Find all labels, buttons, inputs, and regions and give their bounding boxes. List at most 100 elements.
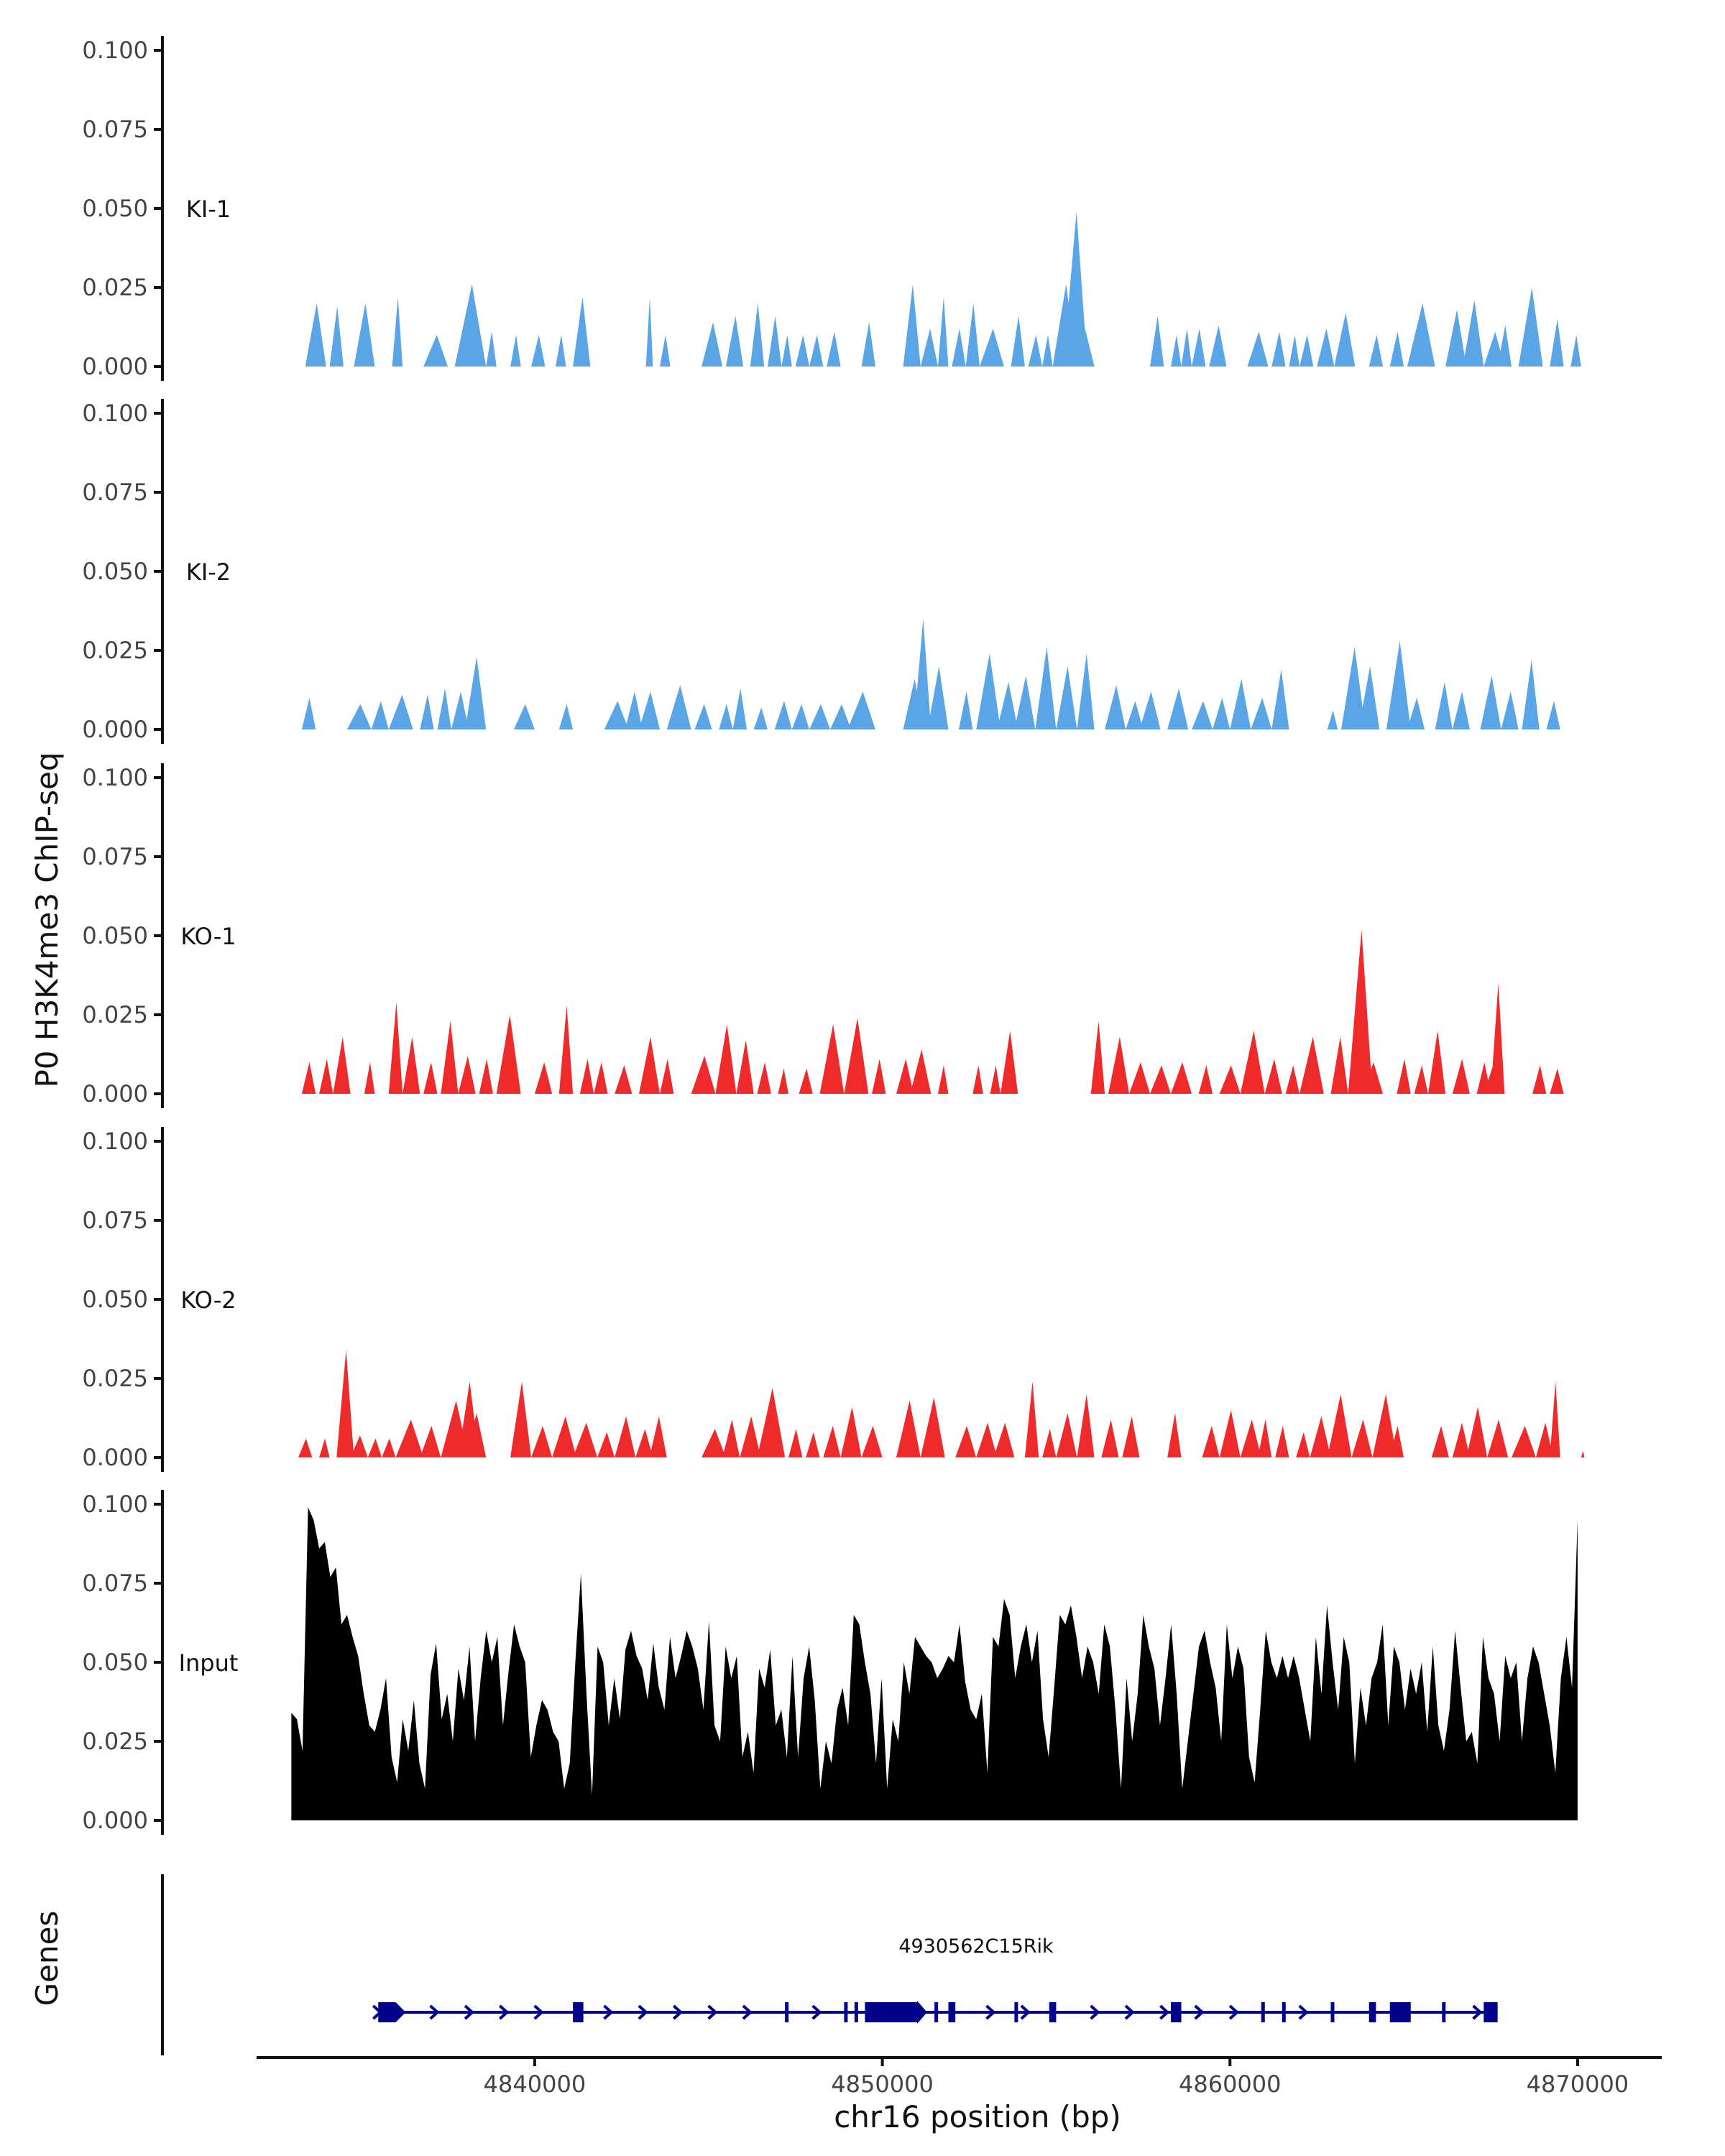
coverage-peak (1150, 1065, 1172, 1094)
coverage-peak (1056, 666, 1077, 729)
coverage-peak (1407, 303, 1435, 367)
coverage-peak (1351, 1419, 1373, 1457)
coverage-peak (1056, 1413, 1077, 1457)
y-tick-label: 0.000 (82, 1080, 148, 1107)
coverage-peak (496, 1015, 521, 1094)
coverage-peak (722, 1419, 740, 1457)
x-tick-label: 4850000 (831, 2070, 934, 2098)
coverage-peak (1101, 1419, 1119, 1457)
coverage-peak (615, 1416, 636, 1457)
y-tick-label: 0.100 (82, 764, 148, 791)
coverage-peak (1077, 653, 1095, 729)
y-tick-label: 0.025 (82, 1365, 148, 1392)
gene-exon (378, 2002, 396, 2022)
coverage-peak (1407, 698, 1425, 729)
coverage-peak (350, 1435, 368, 1457)
coverage-peak (1490, 983, 1505, 1094)
coverage-peak (1264, 1059, 1282, 1094)
strand-arrow-icon (1228, 2004, 1240, 2020)
coverage-peak (1368, 335, 1384, 367)
coverage-peak (319, 1059, 334, 1094)
coverage-peak (319, 1438, 330, 1457)
coverage-tracks: 0.0000.0250.0500.0750.100KI-10.0000.0250… (82, 36, 1585, 1835)
coverage-peak (1219, 1065, 1241, 1094)
coverage-peak (757, 1388, 786, 1457)
y-tick-label: 0.100 (82, 37, 148, 64)
coverage-peak (1518, 287, 1543, 367)
coverage-peak (1570, 335, 1581, 367)
coverage-peak (809, 335, 824, 367)
coverage-peak (420, 1426, 441, 1457)
coverage-peak (937, 1065, 949, 1094)
coverage-peak (454, 284, 487, 367)
strand-arrow-icon (603, 2004, 614, 2020)
coverage-peak (1550, 319, 1564, 367)
coverage-peak (1452, 1059, 1470, 1094)
strand-arrow-icon (672, 2004, 684, 2020)
coverage-peak (1348, 929, 1373, 1094)
gene-exon (948, 2002, 956, 2022)
coverage-peak (639, 1036, 661, 1094)
exon-arrow-icon (916, 2001, 927, 2024)
coverage-peak (573, 297, 591, 367)
coverage-peak (486, 331, 497, 367)
coverage-peak (639, 691, 661, 729)
coverage-peak (649, 1416, 667, 1457)
coverage-peak (1257, 1419, 1272, 1457)
coverage-peak (1341, 647, 1366, 729)
coverage-peak (1535, 1422, 1554, 1457)
gene-name-label: 4930562C15Rik (898, 1935, 1054, 1958)
gene-exon (934, 2002, 939, 2022)
x-axis: 4840000 4850000 4860000 4870000 (257, 2056, 1662, 2098)
coverage-peak (1330, 1036, 1348, 1094)
coverage-peak (823, 1426, 841, 1457)
coverage-peak (645, 297, 653, 367)
coverage-peak (1435, 682, 1453, 729)
coverage-peak (1358, 666, 1380, 729)
coverage-peak (388, 694, 413, 729)
coverage-peak (346, 704, 372, 729)
coverage-peak (1546, 701, 1560, 729)
x-axis-title: chr16 position (bp) (834, 2099, 1121, 2134)
coverage-peak (1240, 1419, 1261, 1457)
coverage-peak (1466, 1406, 1488, 1457)
coverage-peak (1299, 335, 1314, 367)
coverage-peak (980, 328, 1004, 367)
coverage-peak (1181, 328, 1192, 367)
coverage-peak (997, 682, 1018, 729)
coverage-peak (750, 303, 765, 367)
coverage-peak (955, 1426, 977, 1457)
coverage-peak (531, 1426, 553, 1457)
coverage-peak (972, 1065, 983, 1094)
coverage-peak (437, 688, 451, 729)
coverage-peak (604, 701, 629, 729)
strand-arrow-icon (429, 2004, 440, 2020)
coverage-peak (1014, 676, 1036, 729)
coverage-peak (799, 1068, 813, 1094)
strand-arrow-icon (533, 2004, 544, 2020)
coverage-peak (809, 704, 831, 729)
y-tick-label: 0.075 (82, 116, 148, 143)
coverage-peak (298, 1438, 313, 1457)
coverage-peak (1128, 1062, 1151, 1094)
coverage-peak (364, 1062, 375, 1094)
coverage-peak (479, 1059, 493, 1094)
track-label: Input (179, 1649, 239, 1677)
strand-arrow-icon (1124, 2004, 1135, 2020)
coverage-peak (719, 704, 733, 729)
strand-arrow-icon (1194, 2004, 1205, 2020)
y-tick-label: 0.075 (82, 1207, 148, 1234)
gene-panel-title: Genes (29, 1911, 65, 2007)
coverage-peak (1271, 669, 1289, 729)
coverage-peak (819, 1024, 845, 1094)
track-label: KO-1 (180, 923, 236, 950)
coverage-peak (791, 704, 810, 729)
coverage-peak (1414, 1065, 1428, 1094)
coverage-peak (660, 1059, 674, 1094)
coverage-peak (1105, 685, 1126, 729)
track-label: KI-2 (186, 558, 231, 586)
coverage-peak (920, 328, 938, 367)
coverage-peak (1213, 698, 1230, 729)
coverage-peak (952, 328, 966, 367)
coverage-peak (1167, 688, 1189, 729)
